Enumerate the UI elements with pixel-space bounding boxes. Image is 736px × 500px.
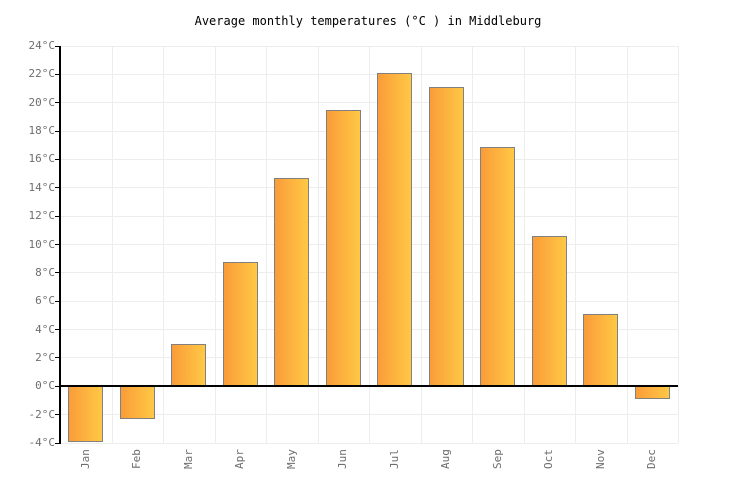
y-axis-tick — [55, 130, 59, 132]
v-gridline — [163, 46, 164, 443]
y-tick-label: -2°C — [28, 407, 56, 421]
y-axis-tick — [55, 187, 59, 189]
y-axis-tick — [55, 158, 59, 160]
y-axis-tick — [55, 215, 59, 217]
bar-mar — [171, 343, 207, 387]
y-tick-label: 6°C — [35, 294, 55, 308]
bar-aug — [428, 87, 464, 387]
y-axis-tick — [55, 329, 59, 331]
y-axis-tick — [55, 73, 59, 75]
bar-jun — [325, 109, 361, 387]
y-tick-label: -4°C — [28, 436, 56, 449]
y-tick-label: 10°C — [28, 237, 56, 251]
y-tick-label: 14°C — [28, 180, 56, 194]
x-tick-label: Nov — [593, 449, 607, 469]
bar-may — [274, 177, 310, 387]
bar-sep — [480, 146, 516, 387]
bar-nov — [583, 313, 619, 387]
x-tick-label: Sep — [490, 449, 504, 469]
y-tick-label: 20°C — [28, 95, 56, 109]
x-tick-label: Aug — [439, 449, 453, 469]
y-tick-label: 2°C — [35, 350, 55, 364]
h-gridline — [60, 442, 678, 444]
x-tick-label: Jul — [387, 449, 401, 469]
v-gridline — [369, 46, 370, 443]
v-gridline — [317, 46, 319, 443]
x-tick-label: Feb — [130, 449, 144, 469]
v-gridline — [214, 46, 216, 443]
y-axis-line — [59, 46, 61, 444]
v-gridline — [678, 46, 679, 443]
bar-jul — [377, 72, 413, 387]
v-gridline — [111, 46, 113, 443]
y-tick-label: 24°C — [28, 39, 56, 52]
v-gridline — [523, 46, 525, 443]
y-tick-label: 4°C — [35, 322, 55, 336]
chart-title: Average monthly temperatures (°C ) in Mi… — [194, 14, 542, 28]
v-gridline — [266, 46, 267, 443]
bar-dec — [634, 386, 670, 400]
x-tick-label: Jun — [336, 449, 350, 469]
y-axis-tick — [55, 272, 59, 274]
bar-oct — [531, 235, 567, 387]
y-axis-tick — [55, 244, 59, 245]
y-tick-label: 12°C — [28, 209, 56, 223]
bar-feb — [119, 386, 155, 419]
bar-jan — [68, 386, 104, 442]
v-gridline — [575, 46, 576, 443]
y-tick-label: 16°C — [28, 152, 56, 166]
y-tick-label: 0°C — [35, 379, 55, 393]
y-axis-tick — [55, 385, 59, 387]
y-tick-label: 22°C — [28, 67, 56, 81]
y-tick-label: 18°C — [28, 124, 56, 138]
x-tick-label: Dec — [645, 449, 659, 469]
x-tick-label: Mar — [181, 449, 195, 469]
x-tick-label: Jan — [78, 449, 92, 469]
y-axis-tick — [55, 442, 59, 444]
y-axis-tick — [55, 300, 59, 302]
y-axis-tick — [55, 45, 59, 47]
y-axis-tick — [55, 102, 59, 104]
y-axis-tick — [55, 357, 59, 359]
bar-apr — [222, 261, 258, 387]
x-tick-label: Oct — [542, 449, 556, 469]
v-gridline — [420, 46, 422, 443]
v-gridline — [626, 46, 628, 443]
x-tick-label: May — [284, 449, 298, 469]
zero-baseline — [60, 385, 678, 388]
y-tick-label: 8°C — [35, 265, 55, 279]
y-axis-tick — [55, 414, 59, 416]
v-gridline — [472, 46, 473, 443]
x-tick-label: Apr — [233, 449, 247, 469]
